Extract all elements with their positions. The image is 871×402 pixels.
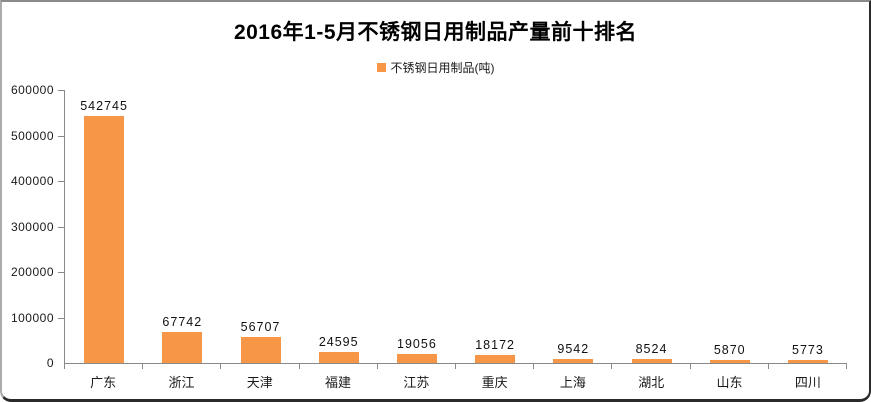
x-category-label: 重庆 [481, 375, 508, 390]
y-tick-label: 100000 [10, 310, 54, 325]
x-category-label: 江苏 [403, 375, 430, 390]
bar [396, 354, 437, 363]
bar [84, 116, 125, 363]
bar [631, 359, 672, 363]
bar-value-label: 19056 [397, 337, 437, 352]
y-tick-mark [58, 272, 65, 274]
x-tick-cell [534, 364, 613, 369]
bar [162, 332, 203, 363]
y-tick-label: 0 [46, 356, 54, 370]
bar-column: 56707 [221, 90, 299, 363]
x-tick-cell [378, 364, 457, 369]
x-tick-cell [691, 364, 769, 369]
x-category-label: 天津 [246, 375, 273, 390]
x-axis-ticks [64, 364, 848, 369]
bar-column: 24595 [300, 90, 378, 363]
bar-chart: 0 100000 200000 300000 400000 500000 600000 54… [10, 83, 848, 391]
bar-column: 8524 [612, 90, 690, 363]
bar-value-label: 56707 [240, 320, 281, 335]
bar-column: 19056 [378, 90, 456, 363]
plot-area: 542745 67742 56707 24595 19056 18172 9542 8524 5… [58, 90, 847, 364]
bar [318, 351, 359, 363]
x-category-label: 上海 [559, 375, 586, 390]
y-tick-mark [58, 317, 65, 319]
bar-column: 542745 [65, 90, 143, 363]
bar-value-label: 9542 [557, 341, 590, 356]
x-axis-labels: 广东 浙江 天津 福建 江苏 重庆 上海 湖北 山东 四川 [64, 372, 847, 391]
y-tick-mark [58, 226, 65, 228]
legend: 不锈钢日用制品(吨) [2, 58, 869, 76]
x-tick-cell [612, 364, 691, 369]
bar [475, 354, 516, 363]
bar-column: 5870 [691, 90, 769, 363]
bar-value-label: 542745 [80, 99, 128, 114]
x-tick-cell [769, 364, 848, 369]
y-axis-labels: 0 100000 200000 300000 400000 500000 600000 [10, 83, 64, 370]
x-category-label: 四川 [794, 375, 821, 390]
bar-column: 18172 [456, 90, 534, 363]
bar-value-label: 5773 [792, 343, 824, 358]
x-tick-cell [300, 364, 378, 369]
y-tick-label: 400000 [10, 174, 54, 188]
bar-column: 9542 [534, 90, 612, 363]
chart-title: 2016年1-5月不锈钢日用制品产量前十排名 [233, 21, 638, 44]
bar-value-label: 18172 [475, 337, 515, 352]
bar-column: 67742 [143, 90, 221, 363]
x-tick-cell [456, 364, 535, 369]
x-category-label: 福建 [325, 375, 352, 390]
x-category-label: 广东 [90, 375, 117, 390]
x-category-label: 湖北 [638, 375, 665, 390]
bar [553, 358, 594, 363]
y-tick-mark [58, 135, 65, 137]
bar [240, 337, 281, 363]
x-tick-cell [221, 364, 300, 369]
x-tick-cell [65, 364, 144, 369]
y-tick-label: 600000 [10, 83, 54, 97]
legend-label: 不锈钢日用制品(吨) [390, 60, 495, 75]
plot-wrap: 542745 67742 56707 24595 19056 18172 9542 8524 5… [58, 90, 848, 391]
x-tick-cell [143, 364, 222, 369]
legend-swatch-icon [376, 62, 386, 72]
y-tick-mark [58, 181, 65, 183]
bar-value-label: 8524 [635, 342, 668, 357]
bar-value-label: 67742 [162, 315, 203, 330]
y-tick-mark [58, 90, 65, 91]
bar [709, 360, 750, 363]
x-category-label: 山东 [716, 375, 743, 390]
y-tick-label: 500000 [10, 128, 54, 143]
y-tick-label: 300000 [10, 219, 54, 234]
bar-column: 5773 [769, 90, 847, 363]
x-category-label: 浙江 [168, 375, 195, 390]
y-tick-label: 200000 [10, 265, 54, 279]
bar [787, 360, 828, 363]
bar-value-label: 5870 [713, 343, 746, 358]
bar-value-label: 24595 [318, 334, 359, 349]
